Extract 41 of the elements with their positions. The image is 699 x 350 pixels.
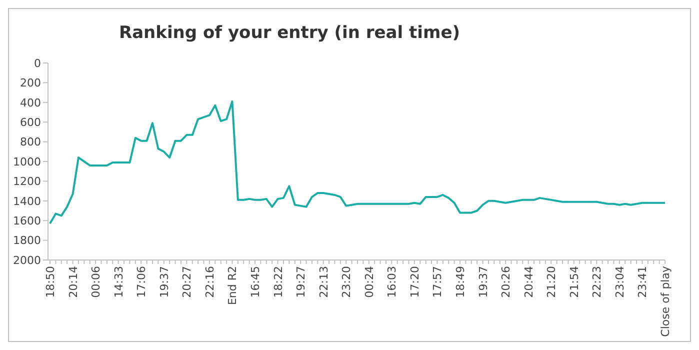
x-tick-label: 18:22	[272, 266, 285, 298]
x-tick-label: 20:27	[180, 266, 194, 298]
x-tick-label: 20:44	[522, 266, 536, 298]
x-tick-label: 00:24	[362, 266, 376, 298]
x-tick-label: 00:06	[90, 266, 103, 298]
line-series	[49, 100, 666, 225]
x-tick-label: 14:33	[112, 266, 126, 298]
x-tick-label: 16:45	[249, 266, 262, 298]
x-tick-label: 23:20	[340, 266, 354, 298]
x-tick-label: 19:37	[158, 266, 171, 298]
x-tick-label: 22:23	[590, 266, 604, 298]
x-tick-label: 20:14	[66, 266, 80, 298]
x-tick-label: 18:50	[44, 266, 57, 298]
x-tick-label: 23:04	[613, 266, 626, 298]
y-tick-label: 2000	[13, 254, 41, 267]
x-tick-label: 19:27	[294, 266, 308, 298]
x-tick-label: 21:20	[545, 266, 558, 298]
y-tick-label: 400	[20, 96, 41, 110]
x-tick-label: 22:16	[203, 266, 216, 298]
x-tick-label: End R2	[226, 266, 240, 306]
x-tick-label: 20:26	[500, 266, 513, 298]
x-tick-label: 19:37	[476, 266, 490, 298]
y-tick-label: 1200	[13, 175, 41, 188]
x-tick-label: 23:41	[636, 266, 650, 298]
y-tick-label: 1400	[13, 194, 41, 208]
x-tick-label: 17:57	[431, 266, 444, 298]
x-tick-label: 22:13	[317, 266, 330, 298]
y-tick-label: 800	[20, 136, 41, 149]
x-tick-label: 16:03	[386, 266, 399, 298]
y-tick-label: 1800	[13, 234, 41, 248]
x-tick-label: 17:06	[135, 266, 148, 298]
y-tick-label: 1600	[13, 214, 41, 228]
y-tick-label: 200	[20, 76, 41, 90]
y-tick-label: 1000	[13, 155, 41, 168]
x-tick-label: 18:49	[454, 266, 467, 298]
y-tick-label: 0	[34, 56, 41, 70]
x-tick-label: 21:54	[568, 266, 581, 298]
x-tick-label: 17:20	[408, 266, 422, 298]
chart-title: Ranking of your entry (in real time)	[118, 23, 460, 43]
x-tick-label: Close of play	[659, 266, 672, 337]
y-tick-label: 600	[20, 116, 41, 129]
